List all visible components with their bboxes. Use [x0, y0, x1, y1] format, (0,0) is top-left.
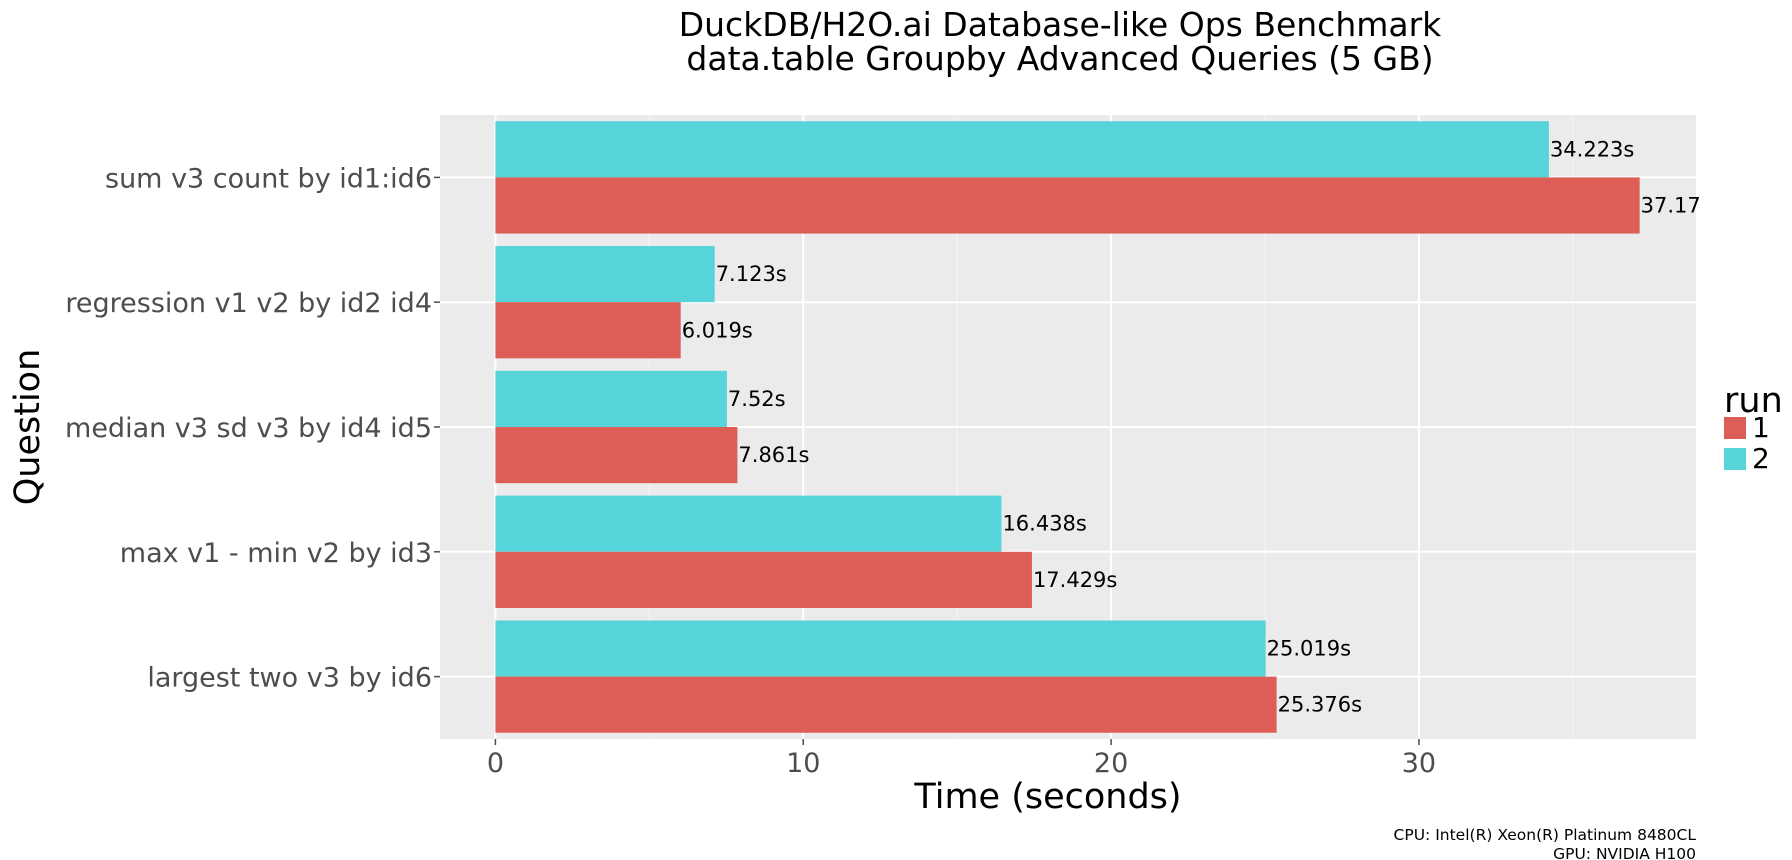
bars	[495, 121, 1640, 733]
y-tick-label: max v1 - min v2 by id3	[120, 538, 432, 569]
y-tick-label: median v3 sd v3 by id4 id5	[65, 413, 432, 444]
bar-value-label: 6.019s	[682, 318, 753, 342]
bar-run-1	[495, 676, 1277, 733]
bar-run-1	[495, 551, 1032, 608]
caption-gpu: GPU: NVIDIA H100	[1553, 845, 1696, 860]
bar-value-label: 25.019s	[1267, 637, 1351, 661]
y-axis-ticks: sum v3 count by id1:id6 regression v1 v2 …	[65, 163, 440, 694]
x-tick-label: 30	[1402, 748, 1436, 779]
bar-run-2	[495, 620, 1266, 677]
bar-value-label: 7.52s	[728, 387, 786, 411]
x-tick-label: 20	[1094, 748, 1128, 779]
bar-value-label: 37.17	[1641, 193, 1701, 217]
bar-run-2	[495, 246, 715, 303]
bar-run-2	[495, 370, 727, 427]
bar-value-label: 7.861s	[738, 443, 809, 467]
legend-title: run	[1724, 381, 1783, 421]
x-axis-title: Time (seconds)	[913, 777, 1181, 817]
legend-label-run-1: 1	[1752, 411, 1770, 444]
legend-label-run-2: 2	[1752, 442, 1770, 475]
chart-subtitle: data.table Groupby Advanced Queries (5 G…	[686, 39, 1433, 78]
y-tick-label: largest two v3 by id6	[147, 663, 432, 694]
bar-run-1	[495, 427, 738, 484]
bar-run-2	[495, 495, 1002, 552]
x-tick-label: 0	[487, 748, 504, 779]
legend-swatch-run-1	[1724, 417, 1746, 439]
bar-run-1	[495, 302, 681, 359]
x-tick-label: 10	[786, 748, 820, 779]
bar-run-1	[495, 177, 1640, 234]
y-tick-label: sum v3 count by id1:id6	[105, 163, 432, 194]
caption-cpu: CPU: Intel(R) Xeon(R) Platinum 8480CL	[1394, 826, 1697, 844]
legend: run 12	[1724, 381, 1783, 475]
bar-value-label: 17.429s	[1033, 568, 1117, 592]
bar-value-label: 7.123s	[716, 262, 787, 286]
legend-swatch-run-2	[1724, 448, 1746, 470]
bar-value-label: 25.376s	[1278, 693, 1362, 717]
bar-run-2	[495, 121, 1549, 178]
chart-title: DuckDB/H2O.ai Database-like Ops Benchmar…	[679, 5, 1442, 44]
bar-value-label: 16.438s	[1002, 512, 1086, 536]
bar-value-label: 34.223s	[1550, 137, 1634, 161]
bar-labels: 34.223s 37.17 7.123s 6.019s 7.52s 7.861s 16.43…	[682, 137, 1701, 716]
x-axis-ticks: 0 10 20 30	[487, 739, 1436, 779]
y-tick-label: regression v1 v2 by id2 id4	[65, 288, 432, 319]
y-axis-title: Question	[8, 349, 48, 506]
